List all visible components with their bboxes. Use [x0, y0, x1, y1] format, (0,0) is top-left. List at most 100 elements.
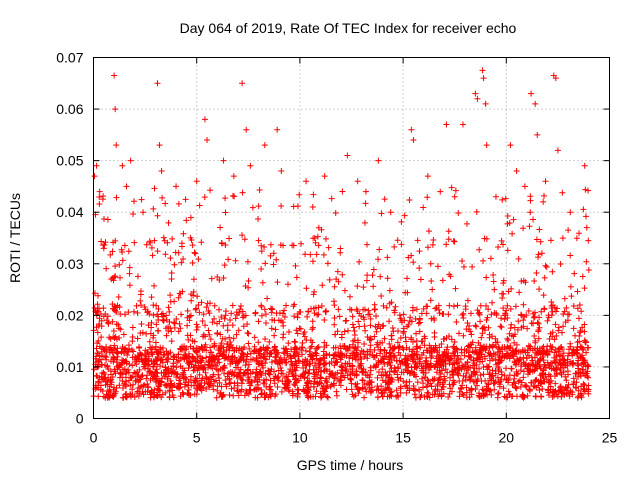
data-point: [559, 235, 566, 242]
data-point: [461, 346, 468, 353]
data-point: [262, 319, 269, 326]
data-point: [491, 386, 498, 393]
data-point: [137, 376, 144, 383]
data-point: [244, 330, 251, 337]
data-point: [341, 374, 348, 381]
data-point: [555, 324, 562, 331]
data-point: [577, 373, 584, 380]
data-point: [408, 336, 415, 343]
data-point: [251, 334, 258, 341]
data-point: [261, 355, 268, 362]
data-point: [313, 251, 320, 258]
data-point: [313, 388, 320, 395]
data-point: [291, 338, 298, 345]
data-point: [124, 352, 131, 359]
data-point: [379, 366, 386, 373]
data-point-peak: [140, 209, 147, 216]
data-point: [410, 353, 417, 360]
data-point: [334, 268, 341, 275]
data-point: [359, 377, 366, 384]
data-point: [535, 320, 542, 327]
data-point: [129, 386, 136, 393]
data-point: [214, 320, 221, 327]
data-point: [200, 331, 207, 338]
data-point: [263, 384, 270, 391]
data-point: [330, 380, 337, 387]
data-point: [485, 381, 492, 388]
data-point: [446, 381, 453, 388]
data-point: [219, 352, 226, 359]
data-point: [312, 359, 319, 366]
data-point: [475, 310, 482, 317]
data-point: [301, 333, 308, 340]
data-point: [548, 312, 555, 319]
data-point: [105, 320, 112, 327]
data-point: [216, 306, 223, 313]
data-point: [270, 250, 277, 257]
data-point: [533, 350, 540, 357]
data-point: [531, 277, 538, 284]
data-point: [265, 394, 272, 401]
data-point: [495, 379, 502, 386]
data-point: [121, 380, 128, 387]
data-point: [553, 370, 560, 377]
data-point: [232, 257, 239, 264]
x-tick-label: 25: [602, 430, 618, 446]
data-point: [241, 344, 248, 351]
data-point: [403, 361, 410, 368]
data-point-peak: [483, 142, 490, 149]
data-point: [211, 354, 218, 361]
y-axis-label: ROTI / TECUs: [7, 193, 23, 283]
data-point: [469, 263, 476, 270]
data-point: [581, 337, 588, 344]
data-point: [318, 303, 325, 310]
data-point: [398, 218, 405, 225]
data-point: [375, 386, 382, 392]
data-point: [150, 371, 157, 378]
data-point: [540, 292, 547, 299]
axis-ticks: [93, 57, 610, 419]
data-point: [464, 359, 471, 366]
data-point: [190, 288, 197, 295]
x-tick-label: 15: [395, 430, 411, 446]
data-point: [534, 365, 541, 372]
data-point: [471, 349, 478, 356]
data-point: [225, 256, 232, 263]
data-point: [136, 390, 143, 397]
data-point: [562, 319, 569, 326]
data-point: [283, 373, 290, 380]
data-point: [184, 322, 191, 329]
data-point: [480, 257, 487, 264]
data-point: [366, 336, 373, 343]
data-point: [190, 292, 197, 299]
data-point: [500, 305, 507, 312]
data-point: [564, 368, 571, 375]
data-point: [137, 297, 144, 304]
data-point: [381, 196, 388, 203]
data-point: [545, 362, 552, 369]
data-point: [331, 302, 338, 309]
data-point: [582, 213, 589, 220]
data-point: [585, 187, 592, 194]
x-tick-label: 5: [193, 430, 201, 446]
data-point: [326, 276, 333, 283]
data-point: [110, 354, 117, 361]
data-point: [439, 383, 446, 390]
data-point: [234, 388, 241, 395]
data-point: [560, 364, 567, 371]
data-point: [267, 377, 274, 384]
data-point: [155, 305, 162, 312]
data-point: [130, 308, 137, 315]
data-point: [154, 370, 161, 377]
data-point: [282, 385, 289, 392]
data-point: [438, 341, 445, 348]
data-point: [574, 349, 581, 356]
data-point: [275, 317, 282, 324]
data-point: [423, 303, 430, 310]
data-point: [291, 376, 298, 383]
data-point: [115, 293, 122, 300]
data-point: [311, 378, 318, 385]
data-point: [191, 382, 198, 389]
data-point: [437, 376, 444, 383]
data-point: [506, 355, 513, 362]
